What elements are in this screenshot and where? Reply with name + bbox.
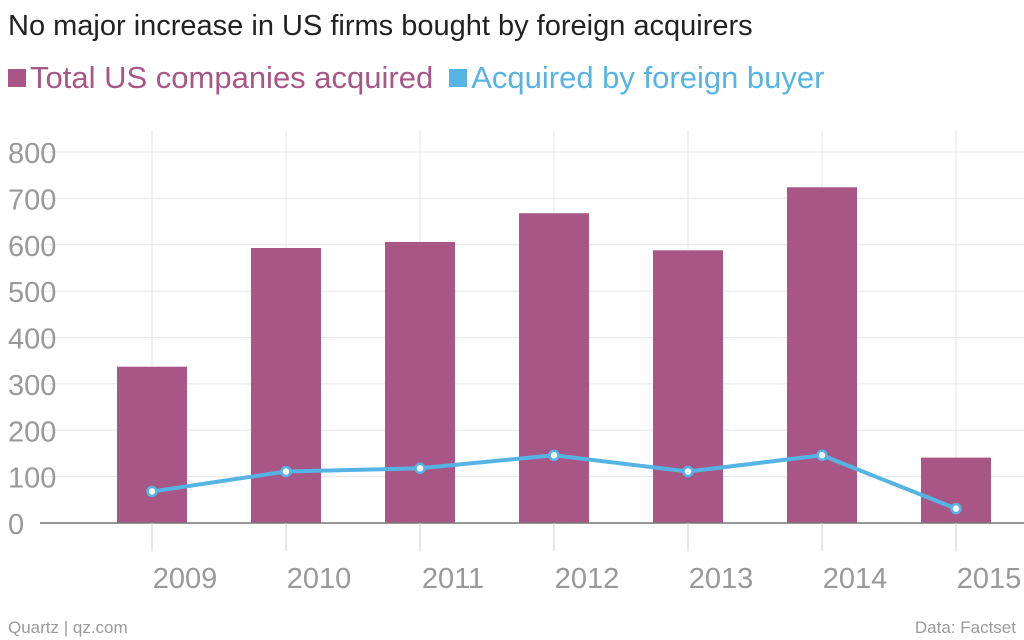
- x-tick-label: 2014: [823, 563, 888, 595]
- legend-label-total: Total US companies acquired: [30, 60, 434, 95]
- legend-item-total: Total US companies acquired: [8, 60, 433, 96]
- y-tick-label: 600: [8, 231, 56, 263]
- legend: Total US companies acquired Acquired by …: [8, 60, 840, 96]
- chart-title: No major increase in US firms bought by …: [8, 10, 753, 42]
- legend-swatch-total: [8, 69, 26, 87]
- point-foreign-2009: [146, 485, 158, 498]
- x-tick-label: 2011: [422, 563, 484, 595]
- bar-total-2010: [251, 247, 321, 523]
- point-foreign-2012: [548, 449, 560, 462]
- y-tick-label: 200: [8, 416, 56, 448]
- y-tick-label: 0: [8, 509, 24, 541]
- x-tick-label: 2013: [689, 563, 754, 595]
- legend-swatch-foreign: [449, 69, 468, 87]
- y-tick-label: 800: [8, 138, 56, 170]
- point-foreign-2014: [816, 449, 828, 462]
- y-tick-label: 100: [8, 463, 56, 495]
- point-foreign-2011: [414, 462, 426, 475]
- y-tick-label: 700: [8, 184, 56, 216]
- bar-total-2013: [653, 250, 723, 523]
- data-source: Data: Factset: [914, 618, 1016, 637]
- legend-item-foreign: Acquired by foreign buyer: [449, 60, 824, 96]
- bar-total-2011: [385, 241, 455, 523]
- point-foreign-2010: [280, 465, 292, 478]
- point-foreign-2015: [950, 502, 962, 515]
- bar-total-2009: [117, 366, 187, 523]
- y-tick-label: 300: [8, 370, 56, 402]
- bar-total-2012: [519, 213, 589, 523]
- x-tick-label: 2012: [555, 563, 620, 595]
- x-tick-label: 2009: [153, 563, 218, 595]
- source-credit: Quartz | qz.com: [8, 618, 128, 637]
- x-tick-label: 2015: [957, 563, 1022, 595]
- y-tick-label: 400: [8, 324, 56, 356]
- bar-total-2014: [787, 187, 857, 523]
- legend-label-foreign: Acquired by foreign buyer: [471, 60, 825, 95]
- x-tick-label: 2010: [287, 563, 352, 595]
- y-tick-label: 500: [8, 277, 56, 309]
- point-foreign-2013: [682, 465, 694, 478]
